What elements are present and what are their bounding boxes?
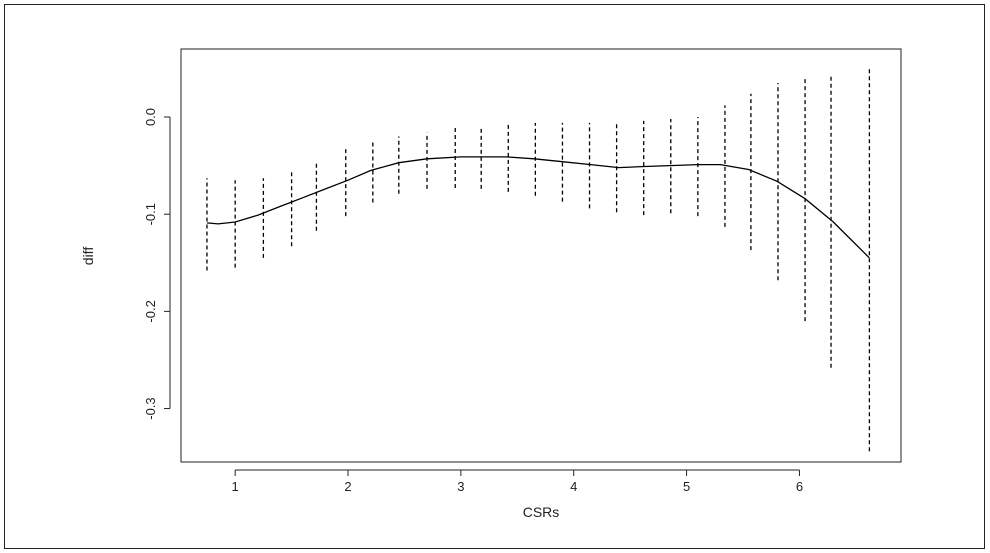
x-axis: 1 2 3 4 5 6 bbox=[232, 469, 803, 494]
y-tick-label: -0.2 bbox=[143, 300, 158, 322]
y-tick-label: -0.1 bbox=[143, 203, 158, 225]
y-tick-label: -0.3 bbox=[143, 397, 158, 419]
x-tick-label: 2 bbox=[344, 479, 351, 494]
y-tick-label: 0.0 bbox=[143, 108, 158, 126]
figure-frame: 1 2 3 4 5 6 0.0 -0.1 -0.2 -0.3 CSRs diff bbox=[4, 4, 985, 549]
x-tick-label: 3 bbox=[457, 479, 464, 494]
x-tick-label: 1 bbox=[232, 479, 239, 494]
x-tick-label: 4 bbox=[570, 479, 577, 494]
x-axis-label: CSRs bbox=[523, 504, 560, 520]
x-tick-label: 6 bbox=[796, 479, 803, 494]
y-axis-label: diff bbox=[80, 247, 96, 266]
interval-bars bbox=[206, 67, 871, 452]
chart: 1 2 3 4 5 6 0.0 -0.1 -0.2 -0.3 CSRs diff bbox=[80, 48, 902, 520]
smooth-curve bbox=[206, 156, 870, 259]
series-line bbox=[206, 156, 870, 259]
plot-box bbox=[180, 48, 902, 463]
y-axis: 0.0 -0.1 -0.2 -0.3 bbox=[143, 108, 171, 420]
x-tick-label: 5 bbox=[683, 479, 690, 494]
